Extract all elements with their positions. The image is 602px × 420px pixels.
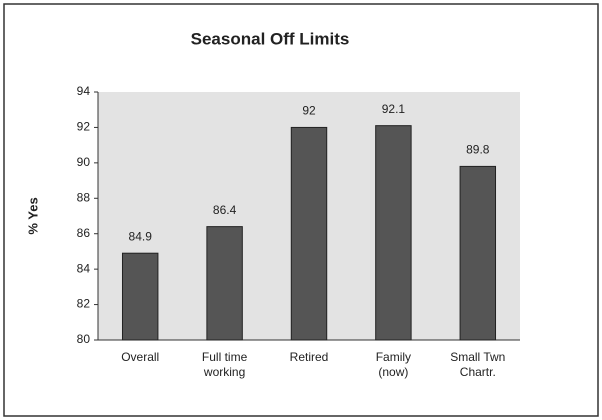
value-label: 86.4 — [213, 203, 237, 217]
bar — [206, 226, 243, 341]
x-tick-label: Retired — [290, 350, 329, 364]
y-tick-label: 82 — [77, 297, 91, 311]
y-axis-title: % Yes — [25, 197, 40, 234]
value-label: 84.9 — [129, 229, 153, 243]
x-tick-label: Full time working — [202, 350, 248, 379]
y-tick-label: 92 — [77, 120, 91, 134]
bar — [121, 252, 159, 341]
value-label: 92 — [302, 104, 316, 118]
y-tick-label: 80 — [77, 332, 91, 346]
chart-title: Seasonal Off Limits — [191, 29, 350, 48]
x-tick-label: Family (now) — [376, 350, 411, 379]
y-tick-label: 84 — [77, 261, 91, 275]
y-tick-label: 86 — [77, 226, 91, 240]
bar — [375, 125, 412, 341]
value-label: 89.8 — [466, 143, 490, 157]
x-tick-label: Overall — [121, 350, 159, 364]
y-tick-label: 94 — [77, 84, 91, 98]
bar — [290, 126, 328, 341]
x-tick-label: Small Twn Chartr. — [450, 350, 505, 379]
value-label: 92.1 — [382, 102, 406, 116]
bar — [459, 165, 497, 341]
y-tick-label: 90 — [77, 155, 91, 169]
y-tick-label: 88 — [77, 190, 91, 204]
